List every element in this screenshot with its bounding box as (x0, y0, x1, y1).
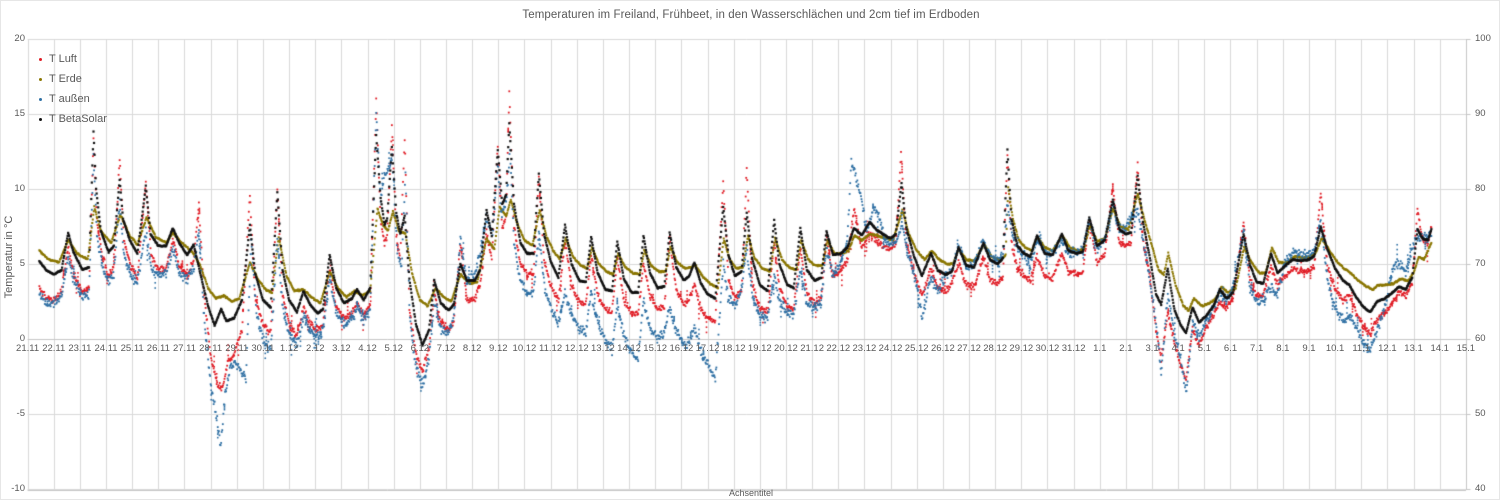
y2-tick-label: 40 (1475, 483, 1486, 494)
legend-marker-icon (39, 97, 42, 101)
y-tick-label: 5 (19, 258, 25, 269)
x-tick-label: 9.1 (1302, 343, 1316, 354)
legend-item-t-betasolar: T BetaSolar (39, 109, 107, 129)
x-tick-label: 30.11 (251, 343, 275, 354)
x-tick-label: 14.1 (1430, 343, 1449, 354)
x-tick-label: 13.12 (591, 343, 615, 354)
x-tick-label: 26.12 (930, 343, 955, 354)
y2-tick-label: 90 (1475, 108, 1486, 119)
x-tick-label: 30.12 (1035, 343, 1060, 354)
x-tick-label: 6.12 (410, 343, 430, 354)
x-tick-label: 21.12 (800, 343, 824, 354)
x-tick-label: 2.1 (1119, 343, 1133, 354)
x-tick-label: 17.12 (695, 343, 720, 354)
x-tick-label: 26.11 (146, 343, 170, 354)
x-tick-label: 28.12 (983, 343, 1008, 354)
legend-marker-icon (39, 117, 42, 121)
x-tick-label: 16.12 (669, 343, 694, 354)
x-tick-label: 7.1 (1250, 343, 1264, 354)
x-tick-label: 12.1 (1378, 343, 1397, 354)
x-tick-label: 8.1 (1276, 343, 1290, 354)
x-tick-label: 24.11 (94, 343, 118, 354)
y-tick-label: 15 (14, 108, 25, 119)
x-tick-label: 5.1 (1197, 343, 1211, 354)
x-tick-label: 11.12 (539, 343, 563, 354)
x-tick-label: 21.11 (16, 343, 40, 354)
x-tick-label: 31.12 (1061, 343, 1086, 354)
x-tick-label: 25.12 (904, 343, 929, 354)
x-tick-label: 7.12 (436, 343, 456, 354)
x-tick-label: 3.1 (1145, 343, 1159, 354)
x-tick-label: 27.12 (957, 343, 981, 354)
y2-tick-label: 70 (1475, 258, 1486, 269)
x-tick-label: 28.11 (199, 343, 223, 354)
x-tick-label: 5.12 (384, 343, 403, 354)
x-tick-label: 9.12 (489, 343, 508, 354)
legend-marker-icon (39, 57, 42, 61)
x-tick-label: 27.11 (172, 343, 197, 354)
y-tick-label: 20 (14, 33, 25, 44)
legend-item-t-erde: T Erde (39, 69, 107, 89)
x-tick-label: 4.1 (1171, 343, 1185, 354)
x-tick-label: 10.1 (1325, 343, 1345, 354)
y2-tick-label: 60 (1475, 333, 1486, 344)
y2-tick-label: 100 (1475, 33, 1491, 44)
x-tick-label: 1.12 (279, 343, 299, 354)
x-tick-label: 6.1 (1223, 343, 1238, 354)
x-tick-label: 1.1 (1093, 343, 1107, 354)
y2-tick-label: 80 (1475, 183, 1486, 194)
legend: T Luft T Erde T außen T BetaSolar (39, 49, 107, 129)
y-tick-label: 10 (14, 183, 25, 194)
x-tick-label: 25.11 (120, 343, 144, 354)
x-tick-label: 18.12 (721, 343, 746, 354)
x-tick-label: 3.12 (332, 343, 351, 354)
x-tick-label: 12.12 (564, 343, 589, 354)
legend-label: T Erde (49, 73, 82, 85)
legend-label: T Luft (49, 53, 77, 65)
x-tick-label: 29.12 (1009, 343, 1034, 354)
x-tick-label: 20.12 (774, 343, 798, 354)
y-tick-label: -10 (11, 483, 25, 494)
x-tick-label: 19.12 (747, 343, 772, 354)
legend-item-t-luft: T Luft (39, 49, 107, 69)
x-tick-label: 13.1 (1404, 343, 1423, 354)
y-tick-label: -5 (16, 408, 25, 419)
x-tick-label: 2.12 (306, 343, 325, 354)
y2-tick-label: 50 (1475, 408, 1486, 419)
x-tick-label: 10.12 (512, 343, 537, 354)
x-tick-label: 4.12 (358, 343, 377, 354)
y-tick-label: 0 (19, 333, 25, 344)
x-tick-label: 24.12 (878, 343, 903, 354)
x-tick-label: 14.12 (617, 343, 641, 354)
x-tick-label: 15.12 (643, 343, 668, 354)
x-tick-label: 29.11 (225, 343, 249, 354)
x-tick-label: 23.12 (852, 343, 877, 354)
x-tick-label: 22.11 (42, 343, 66, 354)
chart-title: Temperaturen im Freiland, Frühbeet, in d… (522, 9, 980, 21)
x-tick-label: 11.1 (1352, 343, 1371, 354)
legend-label: T BetaSolar (49, 113, 107, 125)
x-tick-label: 8.12 (462, 343, 482, 354)
legend-marker-icon (39, 77, 42, 81)
x-tick-label: 15.1 (1456, 343, 1476, 354)
x-tick-label: 23.11 (68, 343, 92, 354)
legend-label: T außen (49, 93, 90, 105)
x-tick-label: 22.12 (826, 343, 851, 354)
x-axis-title: Achsentitel (728, 488, 774, 498)
legend-item-t-außen: T außen (39, 89, 107, 109)
